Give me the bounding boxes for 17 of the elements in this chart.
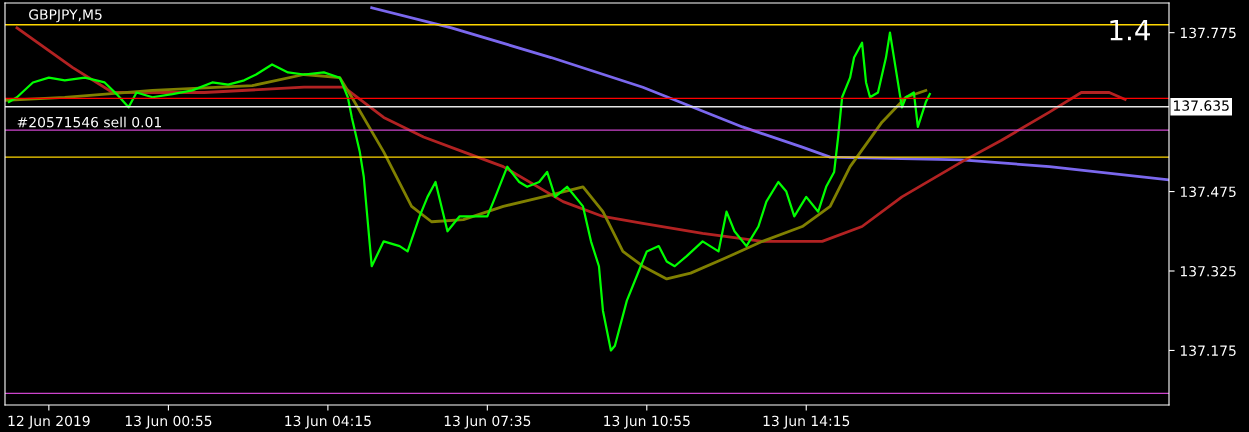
chart-title: GBPJPY,M5 <box>29 9 102 23</box>
x-tick-label: 13 Jun 04:15 <box>285 415 371 429</box>
y-tick-label: 137.475 <box>1180 186 1236 198</box>
line-series <box>7 31 931 352</box>
x-tick-label: 12 Jun 2019 <box>8 415 90 429</box>
annotation: 1.4 <box>1110 19 1150 41</box>
x-tick-label: 13 Jun 10:55 <box>604 415 690 429</box>
y-tick-label: 137.325 <box>1180 265 1236 277</box>
y-tick-label: 137.775 <box>1180 27 1236 39</box>
y-tick-label: 137.175 <box>1180 345 1236 356</box>
ref-line-label: 137.635 <box>1174 100 1229 111</box>
x-tick-label: 13 Jun 00:55 <box>125 415 212 429</box>
line-series <box>5 73 928 281</box>
ref-line-label: #20571546 sell 0.01 <box>17 116 161 128</box>
line-series <box>370 6 1169 182</box>
x-tick-label: 13 Jun 07:35 <box>444 415 531 429</box>
x-tick-label: 13 Jun 14:15 <box>763 415 850 429</box>
